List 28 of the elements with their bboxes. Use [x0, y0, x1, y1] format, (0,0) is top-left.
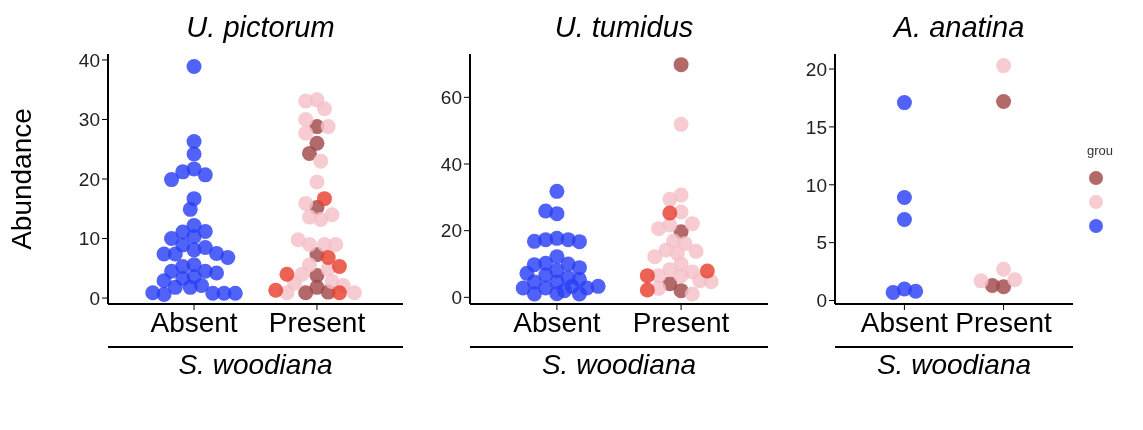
y-tick-label: 10 [78, 228, 100, 250]
x-tick-label: Present [268, 306, 366, 338]
y-tick-label: 20 [78, 168, 100, 190]
x-tick-label: Absent [860, 306, 949, 338]
x-axis-title: S. woodiana [108, 346, 403, 382]
y-tick-label: 15 [805, 116, 827, 138]
chart-title: A. anatina [891, 10, 1026, 45]
x-tick-label: Absent [513, 306, 601, 338]
chart-title: U. tumidus [553, 10, 695, 45]
x-tick-label: Present [632, 306, 730, 338]
x-tick-label: Absent [150, 306, 238, 338]
chart-title: U. pictorum [185, 10, 336, 45]
y-tick-label: 20 [440, 220, 462, 242]
y-tick-label: 5 [816, 232, 827, 254]
x-axis-title: S. woodiana [835, 346, 1073, 382]
x-tick-label: Present [955, 306, 1053, 338]
y-tick-label: 10 [805, 174, 827, 196]
x-axis-title: S. woodiana [470, 346, 768, 382]
y-tick-label: 40 [78, 49, 100, 71]
y-axis-title: Abundance [5, 108, 37, 250]
y-tick-label: 20 [805, 58, 827, 80]
y-tick-label: 60 [440, 87, 462, 109]
y-tick-label: 40 [440, 153, 462, 175]
y-tick-label: 0 [451, 287, 462, 309]
y-tick-label: 0 [816, 290, 827, 312]
y-tick-label: 30 [78, 109, 100, 131]
y-tick-label: 0 [89, 287, 100, 309]
legend-title: grou [1087, 143, 1114, 158]
